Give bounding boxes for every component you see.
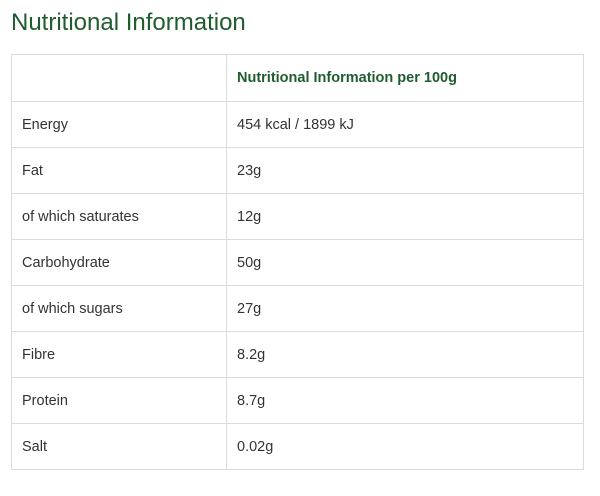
nutrient-label: Fat xyxy=(11,147,227,194)
nutrient-value: 8.2g xyxy=(226,331,584,378)
nutrient-value: 50g xyxy=(226,239,584,286)
table-row: Fibre 8.2g xyxy=(11,331,584,378)
table-row: of which saturates 12g xyxy=(11,193,584,240)
nutrition-table: Nutritional Information per 100g Energy … xyxy=(11,54,584,470)
nutrient-label: Carbohydrate xyxy=(11,239,227,286)
nutrient-label: Energy xyxy=(11,101,227,148)
nutrient-value: 8.7g xyxy=(226,377,584,424)
nutrient-value: 23g xyxy=(226,147,584,194)
nutrient-label: of which saturates xyxy=(11,193,227,240)
nutrient-value: 454 kcal / 1899 kJ xyxy=(226,101,584,148)
table-corner-cell xyxy=(11,54,227,102)
nutrient-label: Protein xyxy=(11,377,227,424)
nutrient-value: 12g xyxy=(226,193,584,240)
nutrient-label: of which sugars xyxy=(11,285,227,332)
table-row: Salt 0.02g xyxy=(11,423,584,470)
table-row: Protein 8.7g xyxy=(11,377,584,424)
nutrient-label: Fibre xyxy=(11,331,227,378)
table-row: of which sugars 27g xyxy=(11,285,584,332)
nutrient-label: Salt xyxy=(11,423,227,470)
nutrient-value: 0.02g xyxy=(226,423,584,470)
nutrient-value: 27g xyxy=(226,285,584,332)
table-row: Carbohydrate 50g xyxy=(11,239,584,286)
table-value-header: Nutritional Information per 100g xyxy=(226,54,584,102)
table-row: Fat 23g xyxy=(11,147,584,194)
table-row: Energy 454 kcal / 1899 kJ xyxy=(11,101,584,148)
table-header-row: Nutritional Information per 100g xyxy=(11,54,584,102)
page-title: Nutritional Information xyxy=(11,9,246,36)
